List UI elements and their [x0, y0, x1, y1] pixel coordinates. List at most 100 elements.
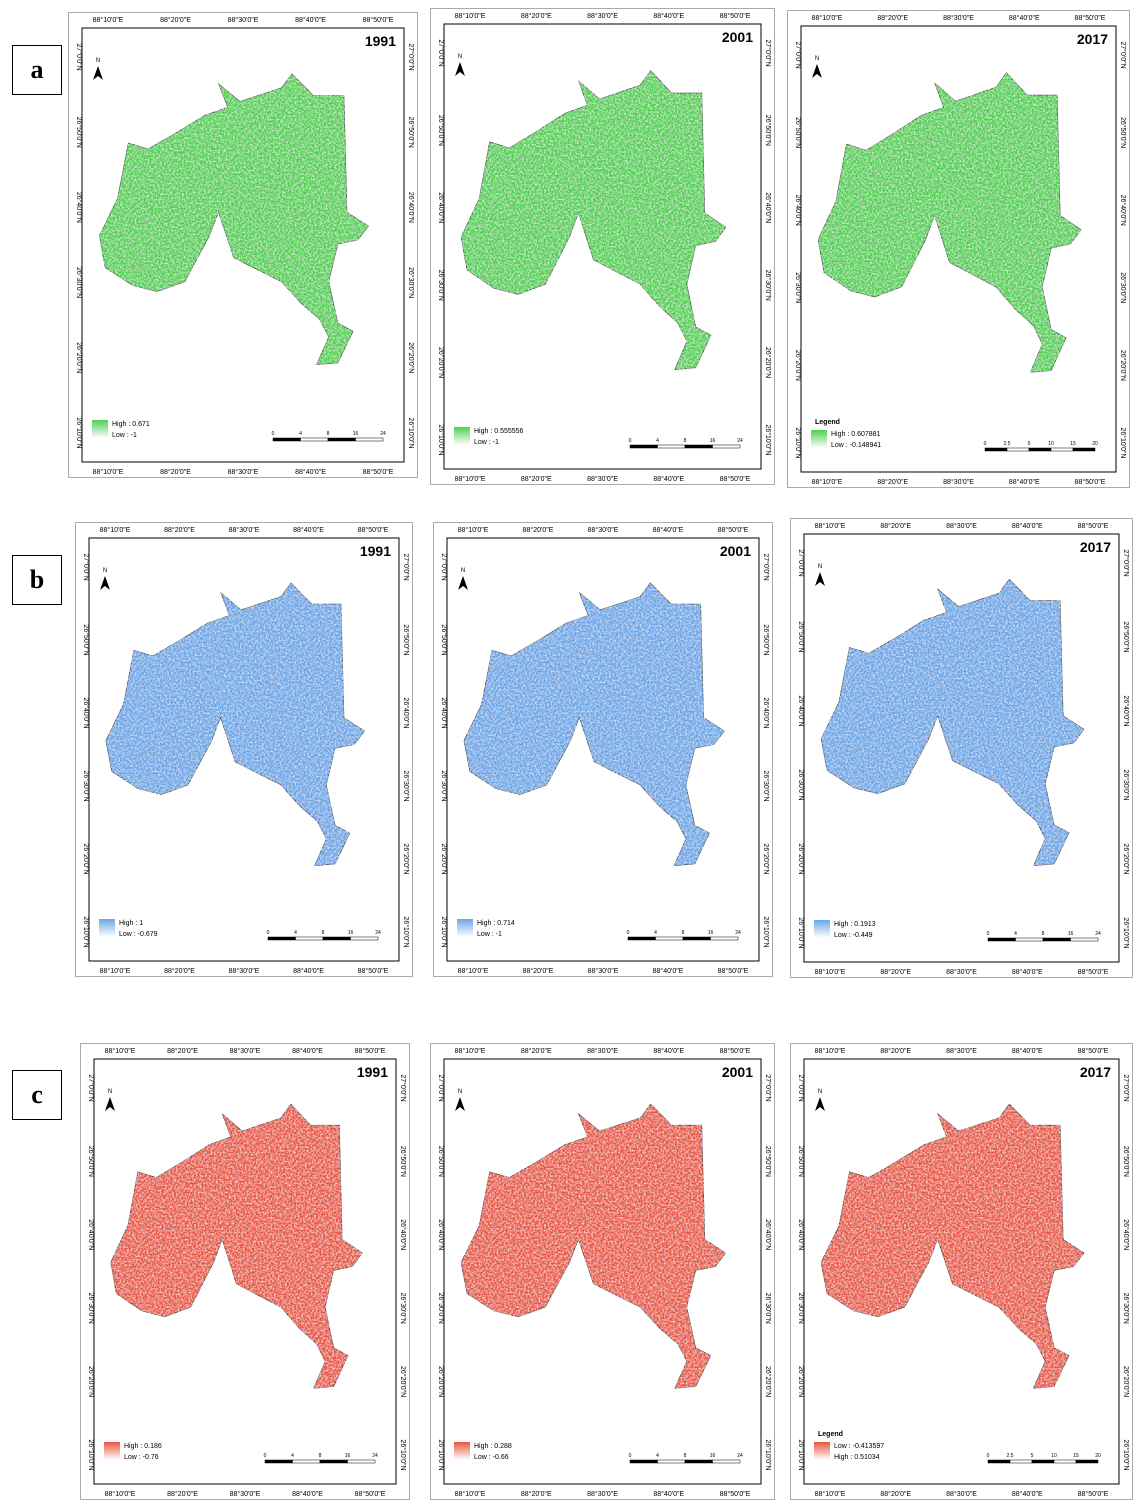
lon-label: 88°30'0"E — [943, 14, 974, 22]
legend-entry: Low : -0.449 — [834, 932, 873, 939]
lat-label: 26°20'0"N — [407, 342, 415, 373]
scale-label: 0 — [984, 441, 987, 447]
lat-label: 26°30'0"N — [797, 769, 805, 800]
lat-label: 26°40'0"N — [407, 192, 415, 223]
lat-label: 26°40'0"N — [1122, 695, 1130, 726]
map-panel: 88°10'0"E88°10'0"E88°20'0"E88°20'0"E88°3… — [430, 8, 775, 485]
scale-segment — [356, 438, 384, 441]
lon-label: 88°40'0"E — [295, 16, 326, 24]
lat-label: 26°30'0"N — [797, 1293, 805, 1324]
legend-entry: High : 0.555556 — [474, 428, 524, 435]
lat-label: 27°0'0"N — [87, 1074, 95, 1101]
lat-label: 27°0'0"N — [797, 549, 805, 576]
lon-label: 88°10'0"E — [455, 1490, 486, 1498]
map-panel: 88°10'0"E88°10'0"E88°20'0"E88°20'0"E88°3… — [68, 12, 418, 478]
scale-segment — [296, 937, 324, 940]
lat-label: 26°20'0"N — [794, 350, 802, 381]
legend-swatch — [454, 427, 470, 445]
north-arrow — [455, 62, 465, 76]
lat-label: 26°30'0"N — [402, 770, 410, 801]
lon-label: 88°10'0"E — [815, 1047, 846, 1055]
lat-label: 27°0'0"N — [407, 43, 415, 70]
year: 2017 — [1077, 31, 1108, 47]
lat-label: 26°30'0"N — [399, 1293, 407, 1324]
lat-label: 26°10'0"N — [437, 424, 445, 455]
lon-label: 88°40'0"E — [292, 1047, 323, 1055]
lat-label: 26°50'0"N — [87, 1146, 95, 1177]
legend-entry: Low : -0.66 — [474, 1454, 509, 1461]
year: 2017 — [1080, 1064, 1111, 1080]
lon-label: 88°50'0"E — [720, 12, 751, 20]
lat-label: 26°50'0"N — [407, 117, 415, 148]
lat-label: 26°30'0"N — [762, 770, 770, 801]
lat-label: 26°30'0"N — [764, 270, 772, 301]
lat-label: 26°20'0"N — [1119, 350, 1127, 381]
legend-entry: Low : -0.413597 — [834, 1443, 884, 1450]
scale-segment — [630, 445, 658, 448]
lat-label: 26°20'0"N — [797, 843, 805, 874]
lat-label: 27°0'0"N — [1122, 1074, 1130, 1101]
scale-segment — [1073, 448, 1095, 451]
scale-segment — [268, 937, 296, 940]
district-map — [461, 1104, 726, 1388]
lon-label: 88°20'0"E — [167, 1047, 198, 1055]
lon-label: 88°50'0"E — [1078, 1047, 1109, 1055]
lon-label: 88°20'0"E — [880, 1047, 911, 1055]
legend-swatch — [99, 919, 115, 937]
lon-label: 88°40'0"E — [653, 475, 684, 483]
district-map — [99, 74, 368, 365]
scale-label: 4 — [291, 1453, 294, 1459]
lon-label: 88°40'0"E — [1009, 478, 1040, 486]
scale-segment — [320, 1460, 348, 1463]
legend-title: Legend — [815, 419, 840, 426]
lon-label: 88°10'0"E — [812, 14, 843, 22]
lon-label: 88°40'0"E — [292, 1490, 323, 1498]
lat-label: 26°20'0"N — [797, 1366, 805, 1397]
scale-segment — [1010, 1460, 1032, 1463]
lat-label: 26°10'0"N — [440, 916, 448, 947]
lat-label: 26°20'0"N — [75, 342, 83, 373]
map-panel: 88°10'0"E88°10'0"E88°20'0"E88°20'0"E88°3… — [430, 1043, 775, 1500]
scale-label: 0 — [987, 931, 990, 937]
scale-segment — [301, 438, 329, 441]
lon-label: 88°20'0"E — [877, 478, 908, 486]
lon-label: 88°50'0"E — [1078, 522, 1109, 530]
map-panel: 88°10'0"E88°10'0"E88°20'0"E88°20'0"E88°3… — [75, 522, 413, 977]
lat-label: 26°10'0"N — [407, 417, 415, 448]
lon-label: 88°40'0"E — [1012, 968, 1043, 976]
lat-label: 26°30'0"N — [794, 272, 802, 303]
scale-segment — [273, 438, 301, 441]
lat-label: 26°10'0"N — [797, 1439, 805, 1470]
lat-label: 26°30'0"N — [407, 267, 415, 298]
lon-label: 88°30'0"E — [946, 522, 977, 530]
lat-label: 26°40'0"N — [797, 695, 805, 726]
lat-label: 26°40'0"N — [399, 1219, 407, 1250]
year: 2001 — [722, 1064, 753, 1080]
lat-label: 27°0'0"N — [797, 1074, 805, 1101]
panel-label: c — [12, 1070, 62, 1120]
lon-label: 88°50'0"E — [1078, 1490, 1109, 1498]
lat-label: 26°20'0"N — [1122, 843, 1130, 874]
legend-entry: High : 0.186 — [124, 1443, 162, 1450]
lon-label: 88°50'0"E — [718, 526, 749, 534]
scale-segment — [1071, 938, 1099, 941]
lon-label: 88°20'0"E — [521, 1490, 552, 1498]
scale-segment — [351, 937, 379, 940]
lat-label: 27°0'0"N — [399, 1074, 407, 1101]
scale-label: 24 — [737, 438, 743, 444]
lon-label: 88°50'0"E — [1075, 14, 1106, 22]
lon-label: 88°20'0"E — [880, 1490, 911, 1498]
lat-label: 26°10'0"N — [1119, 427, 1127, 458]
lat-label: 27°0'0"N — [402, 553, 410, 580]
figure: a88°10'0"E88°10'0"E88°20'0"E88°20'0"E88°… — [0, 0, 1137, 1500]
legend-entry: Low : -0.148941 — [831, 442, 881, 449]
scale-label: 16 — [345, 1453, 351, 1459]
lon-label: 88°40'0"E — [1012, 522, 1043, 530]
map-panel: 88°10'0"E88°10'0"E88°20'0"E88°20'0"E88°3… — [80, 1043, 410, 1500]
scale-label: 4 — [1014, 931, 1017, 937]
lat-label: 26°30'0"N — [1122, 769, 1130, 800]
scale-label: 0 — [627, 930, 630, 936]
lat-label: 26°30'0"N — [75, 267, 83, 298]
legend-swatch — [814, 920, 830, 938]
scale-segment — [685, 1460, 713, 1463]
